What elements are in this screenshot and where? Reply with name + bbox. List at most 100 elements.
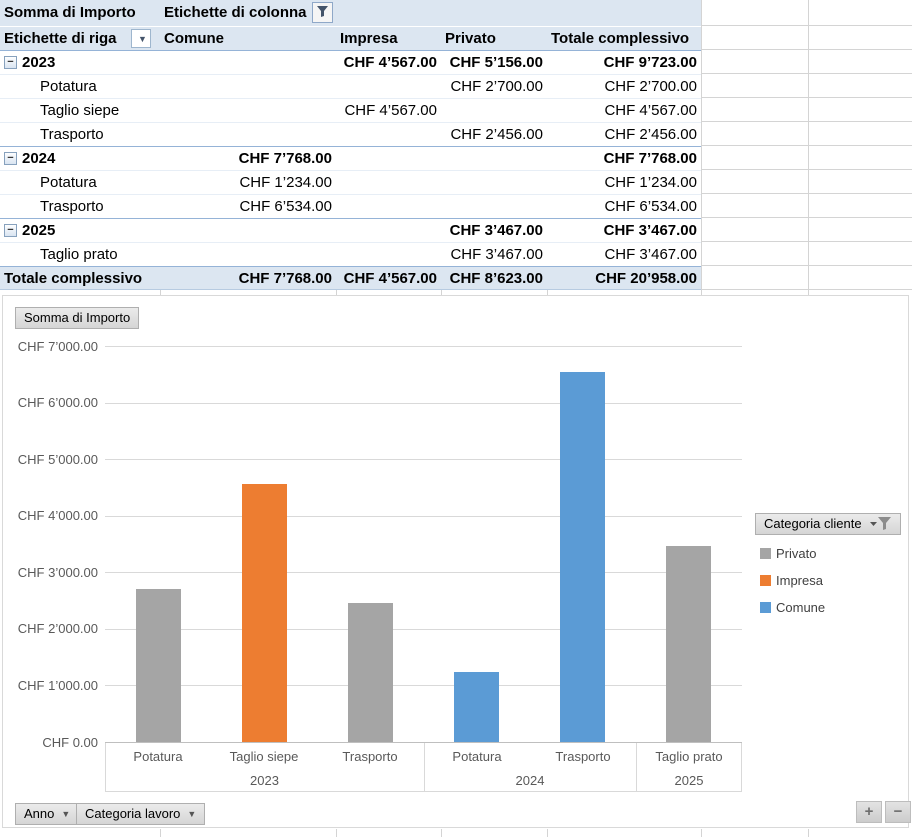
legend-swatch	[760, 575, 771, 586]
row-label[interactable]: −2025	[0, 219, 160, 242]
value-cell[interactable]: CHF 7’768.00	[238, 270, 332, 287]
axis-field-button-categoria-lavoro[interactable]: Categoria lavoro ▼	[76, 803, 206, 825]
category-axis-label: Taglio prato	[655, 749, 723, 764]
bar-2025-taglio-prato[interactable]	[666, 546, 711, 742]
bar-2024-trasporto[interactable]	[560, 372, 605, 742]
row-label[interactable]: Potatura	[40, 174, 97, 191]
value-cell[interactable]: CHF 2’700.00	[604, 78, 697, 95]
chart-value-field-button[interactable]: Somma di Importo	[15, 307, 140, 329]
value-cell[interactable]	[336, 147, 441, 170]
y-axis-tick-label: CHF 5’000.00	[17, 452, 98, 467]
category-axis-label: Potatura	[452, 749, 502, 764]
collapse-button[interactable]: −	[4, 56, 17, 69]
row-label[interactable]: Trasporto	[40, 198, 104, 215]
sheet-gridline-horizontal	[702, 193, 912, 194]
column-header-comune[interactable]: Comune	[164, 30, 224, 47]
value-cell[interactable]: CHF 2’700.00	[450, 78, 543, 95]
column-header-totale[interactable]: Totale complessivo	[551, 30, 690, 47]
sheet-gridline-stub	[160, 829, 161, 837]
column-header-privato[interactable]: Privato	[445, 30, 496, 47]
value-cell[interactable]: CHF 3’467.00	[603, 222, 697, 239]
legend-item-comune[interactable]: Comune	[760, 600, 825, 616]
sheet-gridline-stub	[701, 829, 702, 837]
row-label[interactable]: Totale complessivo	[4, 270, 143, 287]
row-label[interactable]: −2024	[0, 147, 160, 170]
column-header-impresa[interactable]: Impresa	[340, 30, 398, 47]
bar-2023-trasporto[interactable]	[348, 603, 393, 742]
chart-zoom-in-button[interactable]: +	[856, 801, 882, 823]
value-cell[interactable]	[441, 195, 547, 218]
y-gridline	[105, 572, 742, 573]
pivot-row-taglio-prato: Taglio prato CHF 3’467.00 CHF 3’467.00	[0, 242, 701, 266]
sheet-gridline-stub	[441, 829, 442, 837]
value-cell[interactable]: CHF 8’623.00	[449, 270, 543, 287]
value-cell[interactable]: CHF 1’234.00	[239, 174, 332, 191]
value-cell[interactable]: CHF 6’534.00	[239, 198, 332, 215]
row-field-cell[interactable]: Etichette di riga ▼	[0, 27, 160, 50]
value-cell[interactable]	[160, 51, 336, 74]
category-axis-area: Potatura Taglio siepe Trasporto Potatura Tra…	[105, 742, 742, 792]
y-axis-tick-label: CHF 0.00	[42, 735, 98, 750]
legend-field-button[interactable]: Categoria cliente	[755, 513, 901, 535]
value-cell[interactable]	[441, 99, 547, 122]
value-cell[interactable]	[160, 99, 336, 122]
chart-zoom-out-button[interactable]: −	[885, 801, 911, 823]
row-label[interactable]: Trasporto	[40, 126, 104, 143]
value-cell[interactable]: CHF 1’234.00	[604, 174, 697, 191]
value-cell[interactable]	[336, 171, 441, 194]
bar-2023-potatura[interactable]	[136, 589, 181, 742]
value-cell[interactable]	[336, 195, 441, 218]
value-cell[interactable]: CHF 2’456.00	[604, 126, 697, 143]
column-filter-button[interactable]	[312, 2, 333, 23]
value-cell[interactable]: CHF 2’456.00	[450, 126, 543, 143]
axis-field-button-anno[interactable]: Anno ▼	[15, 803, 80, 825]
axis-group-separator	[424, 742, 425, 791]
value-cell[interactable]: CHF 3’467.00	[449, 222, 543, 239]
value-cell[interactable]: CHF 4’567.00	[344, 102, 437, 119]
legend-item-impresa[interactable]: Impresa	[760, 573, 823, 589]
pivot-row-totale-complessivo: Totale complessivo CHF 7’768.00 CHF 4’567.…	[0, 266, 701, 290]
collapse-button[interactable]: −	[4, 224, 17, 237]
value-cell[interactable]	[336, 123, 441, 146]
sheet-gridline-stub	[547, 290, 548, 295]
column-field-cell[interactable]: Etichette di colonna	[160, 0, 701, 26]
row-label[interactable]: Taglio prato	[40, 246, 118, 263]
pivot-row-2023: −2023 CHF 4’567.00 CHF 5’156.00 CHF 9’723.0…	[0, 50, 701, 74]
y-axis-tick-label: CHF 6’000.00	[17, 395, 98, 410]
value-cell[interactable]: CHF 20’958.00	[595, 270, 697, 287]
row-labels-dropdown-button[interactable]: ▼	[131, 29, 151, 48]
value-cell[interactable]: CHF 3’467.00	[604, 246, 697, 263]
sheet-gridline-stub	[336, 290, 337, 295]
value-cell[interactable]: CHF 6’534.00	[604, 198, 697, 215]
value-cell[interactable]: CHF 7’768.00	[603, 150, 697, 167]
value-cell[interactable]: CHF 3’467.00	[450, 246, 543, 263]
value-cell[interactable]	[441, 171, 547, 194]
value-cell[interactable]: CHF 4’567.00	[604, 102, 697, 119]
sheet-gridline-horizontal	[702, 169, 912, 170]
value-cell[interactable]	[160, 243, 336, 266]
pivot-chart[interactable]: Somma di Importo Potatura Taglio siepe Tra…	[2, 295, 911, 828]
value-cell[interactable]	[160, 123, 336, 146]
value-cell[interactable]	[336, 75, 441, 98]
value-field-cell[interactable]: Somma di Importo	[4, 4, 136, 21]
value-cell[interactable]: CHF 5’156.00	[449, 54, 543, 71]
value-cell[interactable]: CHF 7’768.00	[238, 150, 332, 167]
collapse-button[interactable]: −	[4, 152, 17, 165]
value-cell[interactable]: CHF 9’723.00	[603, 54, 697, 71]
value-cell[interactable]	[441, 147, 547, 170]
bar-2024-potatura[interactable]	[454, 672, 499, 742]
sheet-gridline-horizontal	[702, 289, 912, 290]
legend-item-privato[interactable]: Privato	[760, 546, 816, 562]
row-label[interactable]: Taglio siepe	[40, 102, 120, 119]
value-cell[interactable]	[336, 219, 441, 242]
row-label[interactable]: Potatura	[40, 78, 97, 95]
value-cell[interactable]	[160, 219, 336, 242]
value-cell[interactable]	[160, 75, 336, 98]
value-cell[interactable]	[336, 243, 441, 266]
row-label[interactable]: −2023	[0, 51, 160, 74]
axis-group-separator	[636, 742, 637, 791]
value-cell[interactable]: CHF 4’567.00	[343, 54, 437, 71]
pivot-row-taglio-siepe: Taglio siepe CHF 4’567.00 CHF 4’567.00	[0, 98, 701, 122]
bar-2023-taglio-siepe[interactable]	[242, 484, 287, 742]
value-cell[interactable]: CHF 4’567.00	[343, 270, 437, 287]
